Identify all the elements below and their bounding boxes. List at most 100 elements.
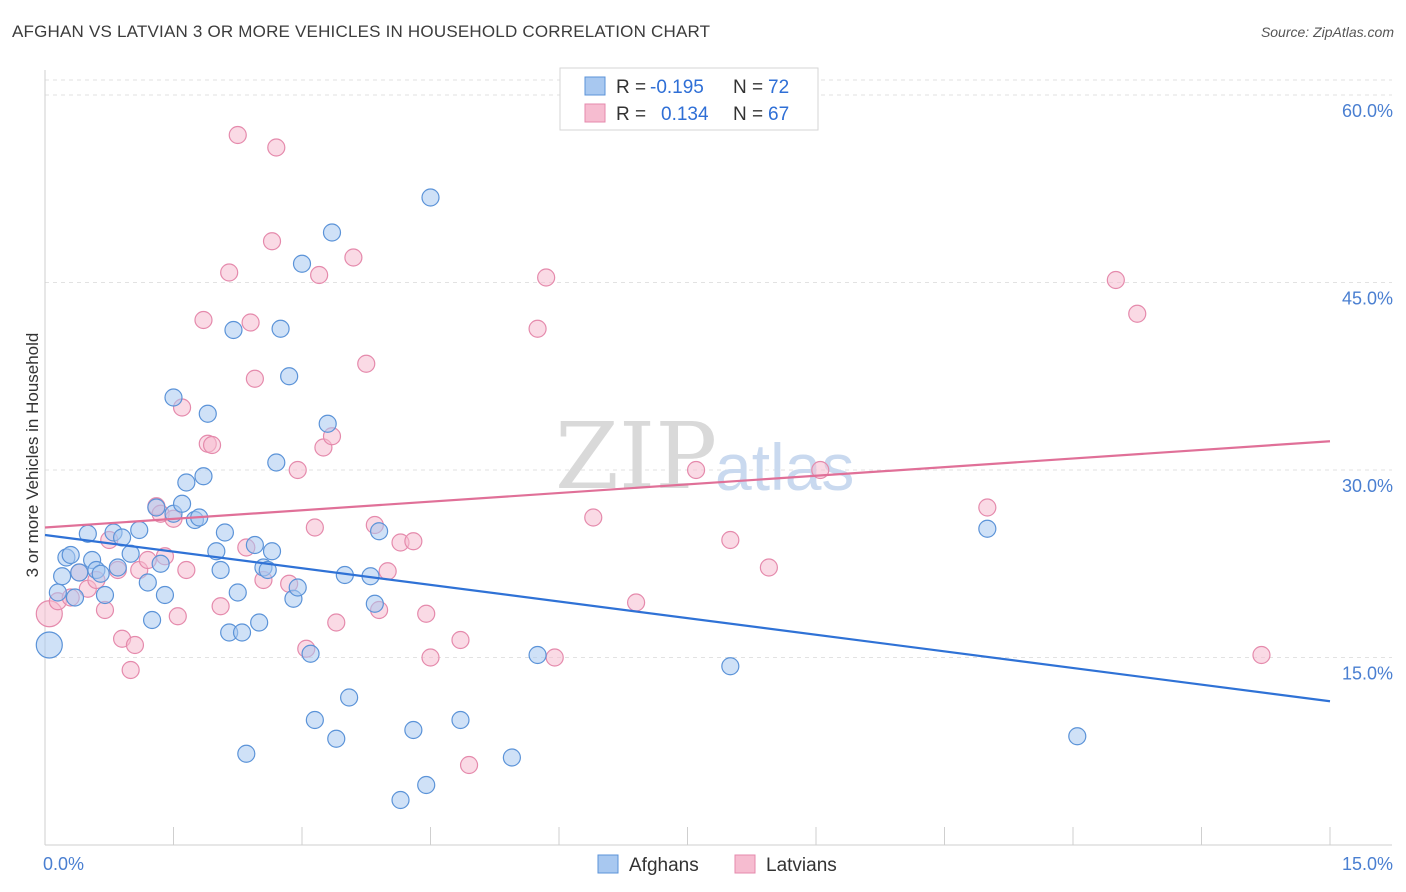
afghans-trend-line (44, 533, 1331, 703)
latvians-point (459, 755, 479, 775)
afghans-point (318, 414, 337, 433)
stats-legend: R = -0.195 N = 72 R = 0.134 N = 67 (559, 67, 819, 131)
afghans-point (194, 467, 213, 486)
afghans-point (417, 775, 436, 795)
afghans-point (245, 535, 264, 555)
latvians-point (537, 268, 556, 287)
latvians-point (211, 597, 230, 616)
latvians-point (310, 265, 329, 285)
latvians-point (262, 232, 282, 251)
afghans-bottom-swatch (597, 854, 619, 874)
latvians-point (305, 518, 324, 537)
afghans-points (35, 188, 1087, 810)
latvians-point (404, 532, 423, 551)
latvians-point (177, 560, 196, 580)
afghans-legend-label: Afghans (629, 855, 699, 876)
afghans-point (164, 388, 183, 407)
watermark-zip: ZIP (555, 403, 717, 510)
watermark-atlas: atlas (715, 430, 854, 504)
afghans-point (215, 523, 234, 542)
latvians-point (1128, 304, 1147, 323)
afghans-point (978, 519, 997, 538)
latvians-n-value: 67 (768, 104, 789, 125)
afghans-point (177, 473, 196, 492)
afghans-point (365, 594, 384, 613)
afghans-point (322, 223, 342, 242)
latvians-point (686, 460, 706, 480)
afghans-point (70, 563, 89, 582)
latvians-point (451, 630, 470, 650)
afghans-point (370, 522, 389, 541)
afghans-legend-swatch (584, 76, 606, 96)
afghans-point (65, 588, 85, 607)
latvians-point (288, 460, 307, 480)
afghans-point (292, 254, 312, 273)
afghans-point (451, 710, 470, 730)
afghans-point (147, 498, 166, 517)
afghans-point (721, 657, 740, 676)
afghans-point (1068, 727, 1087, 746)
latvians-legend-label: Latvians (766, 855, 837, 876)
latvians-point (327, 613, 346, 632)
latvians-point (378, 562, 397, 581)
afghans-point (502, 748, 521, 767)
y-tick-label: 30.0% (1342, 476, 1393, 496)
afghans-point (53, 567, 72, 586)
latvians-point (220, 263, 239, 282)
afghans-point (232, 623, 252, 642)
latvians-point (417, 604, 436, 623)
afghans-point (237, 744, 256, 763)
afghans-point (211, 560, 230, 580)
afghans-point (91, 564, 110, 583)
latvians-point (267, 138, 286, 157)
afghans-r-value: -0.195 (650, 77, 704, 98)
latvians-point (168, 607, 187, 626)
latvians-trend-line (44, 440, 1331, 529)
source-label: Source: ZipAtlas.com (1260, 24, 1394, 40)
afghans-point (340, 688, 359, 707)
latvians-point (241, 313, 260, 332)
latvians-r-label: R = (616, 104, 646, 125)
afghans-point (262, 542, 282, 561)
latvians-point (121, 660, 140, 680)
latvians-point (1106, 270, 1125, 290)
afghans-point (267, 453, 286, 472)
afghans-n-value: 72 (768, 77, 789, 98)
latvians-point (421, 648, 440, 667)
y-axis-label: 3 or more Vehicles in Household (23, 333, 42, 578)
afghans-point (130, 520, 149, 540)
watermark: ZIP atlas (555, 403, 854, 510)
afghans-point (61, 545, 80, 565)
axes (44, 70, 1392, 846)
grid-lines (45, 79, 1392, 658)
latvians-n-label: N = (733, 104, 763, 125)
latvians-point (584, 508, 603, 527)
latvians-bottom-swatch (734, 854, 756, 874)
afghans-point (198, 404, 217, 423)
y-tick-label: 15.0% (1342, 664, 1393, 684)
latvians-r-value: 0.134 (661, 104, 709, 125)
afghans-point (301, 644, 320, 663)
x-tick-label: 0.0% (43, 854, 84, 874)
y-tick-label: 45.0% (1342, 289, 1393, 309)
afghans-point (172, 494, 192, 513)
latvians-point (344, 248, 363, 267)
latvians-point (721, 530, 740, 550)
afghans-point (155, 585, 175, 605)
afghans-point (404, 720, 423, 740)
y-tick-label: 60.0% (1342, 101, 1393, 121)
latvians-point (194, 310, 213, 330)
y-tick-labels: 15.0% 30.0% 45.0% 60.0% (1342, 101, 1393, 684)
afghans-point (421, 188, 440, 207)
latvians-point (125, 635, 145, 655)
latvians-point (228, 125, 247, 145)
afghans-point (288, 578, 307, 597)
afghans-point (327, 729, 346, 748)
afghans-point (138, 573, 157, 592)
x-tick-label: 15.0% (1342, 854, 1393, 874)
latvians-point (545, 648, 564, 667)
trend-lines (44, 440, 1331, 703)
latvians-point (528, 319, 547, 338)
x-tick-labels: 0.0% 15.0% (43, 854, 1393, 874)
